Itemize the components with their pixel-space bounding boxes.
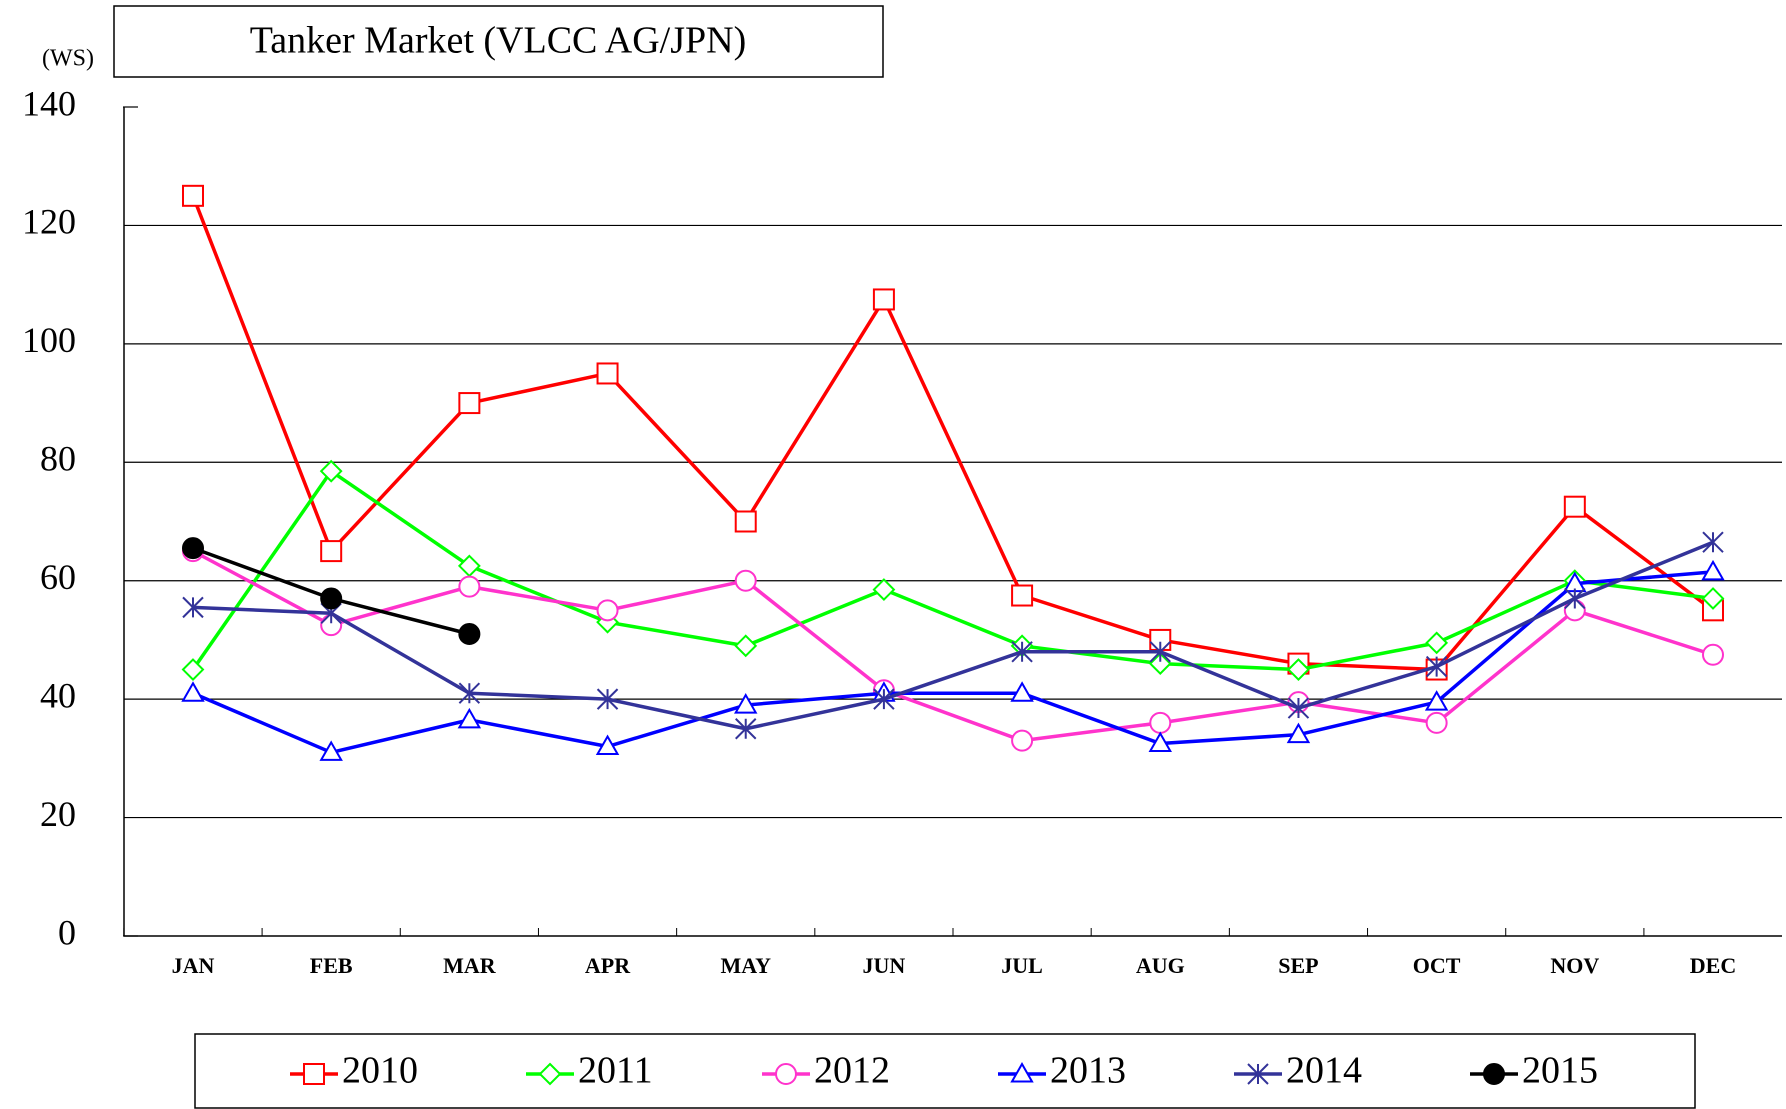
marker — [1424, 690, 1449, 711]
marker — [596, 362, 619, 385]
marker — [1011, 641, 1033, 663]
series-line — [191, 469, 1714, 672]
marker — [873, 688, 895, 710]
marker — [1287, 697, 1310, 719]
marker — [319, 740, 343, 761]
y-tick-label: 120 — [22, 202, 76, 242]
marker — [734, 693, 758, 714]
marker — [457, 707, 482, 729]
marker — [734, 569, 757, 592]
marker — [538, 1062, 562, 1086]
x-tick-label: OCT — [1413, 953, 1461, 978]
marker — [1286, 722, 1311, 744]
marker — [1563, 495, 1586, 518]
marker — [1425, 655, 1448, 678]
x-tick-label: DEC — [1690, 953, 1736, 978]
series-line — [191, 195, 1715, 672]
marker — [735, 718, 757, 740]
y-axis-label: (WS) — [42, 46, 94, 72]
marker — [181, 658, 205, 681]
x-tick-label: NOV — [1550, 953, 1599, 978]
legend-item: 2012 — [762, 1050, 890, 1092]
y-tick-label: 40 — [40, 675, 76, 715]
marker — [1702, 643, 1724, 666]
y-tick-label: 0 — [58, 912, 76, 952]
marker — [319, 459, 343, 483]
marker — [320, 587, 343, 610]
marker — [1425, 711, 1448, 734]
marker — [734, 634, 758, 658]
marker — [1564, 587, 1586, 610]
marker — [1425, 631, 1449, 655]
legend-label: 2014 — [1286, 1050, 1362, 1092]
marker — [458, 392, 481, 415]
y-tick-label: 20 — [40, 794, 76, 834]
title-box — [113, 5, 884, 78]
marker — [457, 554, 481, 578]
x-tick-label: APR — [585, 953, 631, 978]
legend-item: 2013 — [998, 1050, 1126, 1092]
marker — [1149, 711, 1172, 734]
marker — [182, 596, 204, 619]
legend-label: 2012 — [814, 1050, 890, 1092]
marker — [181, 681, 205, 702]
marker — [458, 623, 481, 646]
marker — [303, 1063, 325, 1085]
marker — [1149, 641, 1171, 663]
legend-label: 2013 — [1050, 1050, 1126, 1092]
legend-item: 2010 — [290, 1050, 418, 1092]
marker — [320, 540, 343, 563]
y-tick-label: 100 — [22, 320, 76, 360]
marker — [872, 288, 895, 311]
marker — [458, 575, 481, 598]
marker — [1148, 652, 1172, 676]
marker — [182, 537, 204, 560]
marker — [1701, 587, 1725, 610]
legend-item: 2015 — [1470, 1050, 1598, 1092]
marker — [1702, 531, 1724, 553]
marker — [596, 688, 619, 710]
x-tick-label: MAY — [720, 953, 771, 978]
marker — [775, 1063, 797, 1085]
marker — [1483, 1063, 1505, 1085]
legend-item: 2014 — [1234, 1050, 1362, 1092]
x-tick-label: FEB — [310, 953, 353, 978]
marker — [458, 682, 481, 704]
marker — [1011, 584, 1034, 607]
chart-title: Tanker Market (VLCC AG/JPN) — [250, 20, 747, 62]
y-tick-label: 60 — [40, 557, 76, 597]
x-tick-label: AUG — [1136, 953, 1185, 978]
marker — [1247, 1063, 1269, 1085]
marker — [595, 734, 620, 756]
marker — [1701, 559, 1725, 581]
marker — [1011, 729, 1034, 752]
marker — [734, 510, 757, 533]
legend-label: 2011 — [578, 1050, 653, 1092]
series-line — [192, 570, 1714, 755]
y-tick-label: 80 — [40, 439, 76, 479]
x-tick-label: MAR — [443, 953, 497, 978]
x-tick-label: JUN — [863, 953, 906, 978]
series-line — [192, 549, 1714, 743]
marker — [872, 578, 896, 602]
series-line — [192, 540, 1714, 731]
y-tick-label: 140 — [22, 83, 76, 123]
marker — [1010, 1061, 1034, 1083]
legend-box — [194, 1033, 1696, 1109]
x-tick-label: JAN — [172, 953, 215, 978]
marker — [1287, 658, 1310, 681]
marker — [182, 184, 204, 207]
marker — [596, 599, 619, 622]
marker — [1010, 681, 1034, 702]
legend-item: 2011 — [526, 1050, 653, 1092]
x-tick-label: SEP — [1278, 953, 1318, 978]
x-tick-label: JUL — [1001, 953, 1043, 978]
legend-label: 2015 — [1522, 1050, 1598, 1092]
marker — [1148, 731, 1172, 753]
legend-label: 2010 — [342, 1050, 418, 1092]
